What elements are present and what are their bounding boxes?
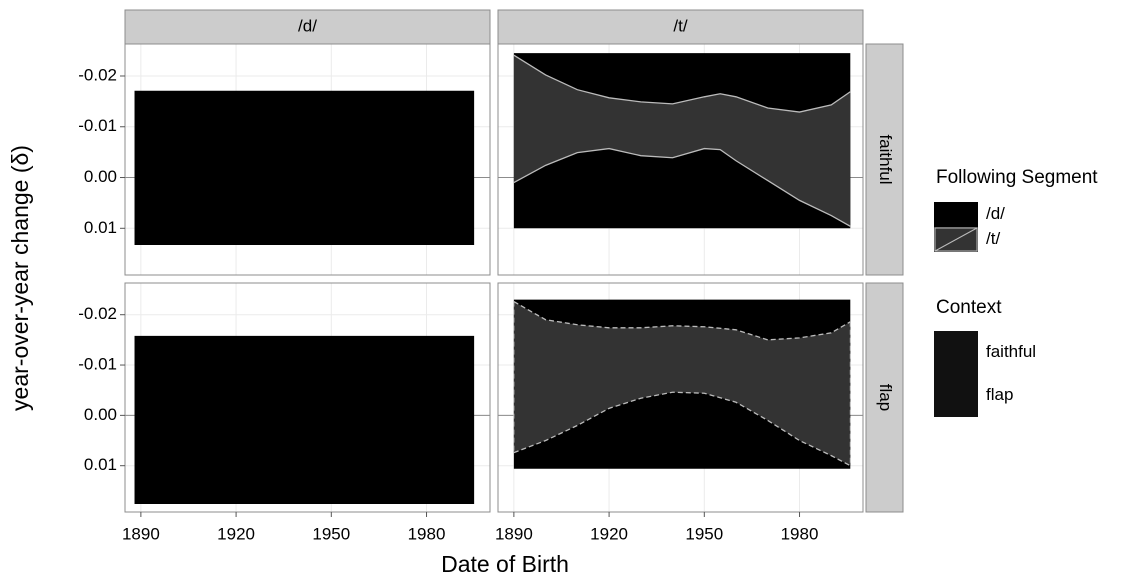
row-strip — [865, 282, 904, 513]
row-strip — [865, 43, 904, 276]
y-tick-label: -0.01 — [78, 116, 117, 135]
x-axis-title: Date of Birth — [441, 551, 569, 577]
ribbon-edge — [513, 301, 851, 341]
legend-key — [934, 331, 978, 374]
legend-key-edge — [934, 227, 978, 252]
x-tick-label: 1920 — [217, 524, 255, 543]
row-strip-label: faithful — [876, 134, 895, 184]
column-strip-label: /d/ — [298, 16, 317, 35]
y-axis-title: year-over-year change (δ) — [7, 145, 33, 411]
row-strip-label: flap — [876, 384, 895, 411]
y-tick-label: 0.00 — [84, 405, 117, 424]
y-tick-label: -0.02 — [78, 304, 117, 323]
panel-border — [497, 282, 864, 513]
column-strip — [124, 9, 491, 45]
legend-key — [934, 374, 978, 417]
y-tick-label: 0.00 — [84, 167, 117, 186]
x-tick-label: 1980 — [781, 524, 819, 543]
legend-label: flap — [986, 385, 1013, 404]
x-tick-label: 1890 — [495, 524, 533, 543]
x-tick-label: 1950 — [685, 524, 723, 543]
legend-key — [934, 202, 978, 227]
legend-label: /t/ — [986, 229, 1000, 248]
column-strip — [497, 9, 864, 45]
x-tick-label: 1920 — [590, 524, 628, 543]
ribbon — [134, 90, 475, 246]
ribbon — [134, 335, 475, 504]
x-tick-label: 1890 — [122, 524, 160, 543]
y-tick-label: -0.01 — [78, 355, 117, 374]
legend-title: Following Segment — [936, 167, 1098, 188]
y-tick-label: -0.02 — [78, 65, 117, 84]
legend-label: faithful — [986, 342, 1036, 361]
x-tick-label: 1980 — [408, 524, 446, 543]
ribbon — [513, 55, 851, 227]
y-tick-label: 0.01 — [84, 455, 117, 474]
column-strip-label: /t/ — [673, 16, 687, 35]
legend-key-diagonal — [934, 227, 978, 252]
ribbon-edge — [513, 147, 851, 227]
y-tick-label: 0.01 — [84, 218, 117, 237]
ribbon-edge — [513, 54, 851, 113]
ribbon — [513, 301, 851, 466]
x-tick-label: 1950 — [312, 524, 350, 543]
legend-label: /d/ — [986, 204, 1005, 223]
legend-title: Context — [936, 297, 1002, 318]
ribbon-edge — [513, 391, 851, 467]
panel-border — [124, 282, 491, 513]
